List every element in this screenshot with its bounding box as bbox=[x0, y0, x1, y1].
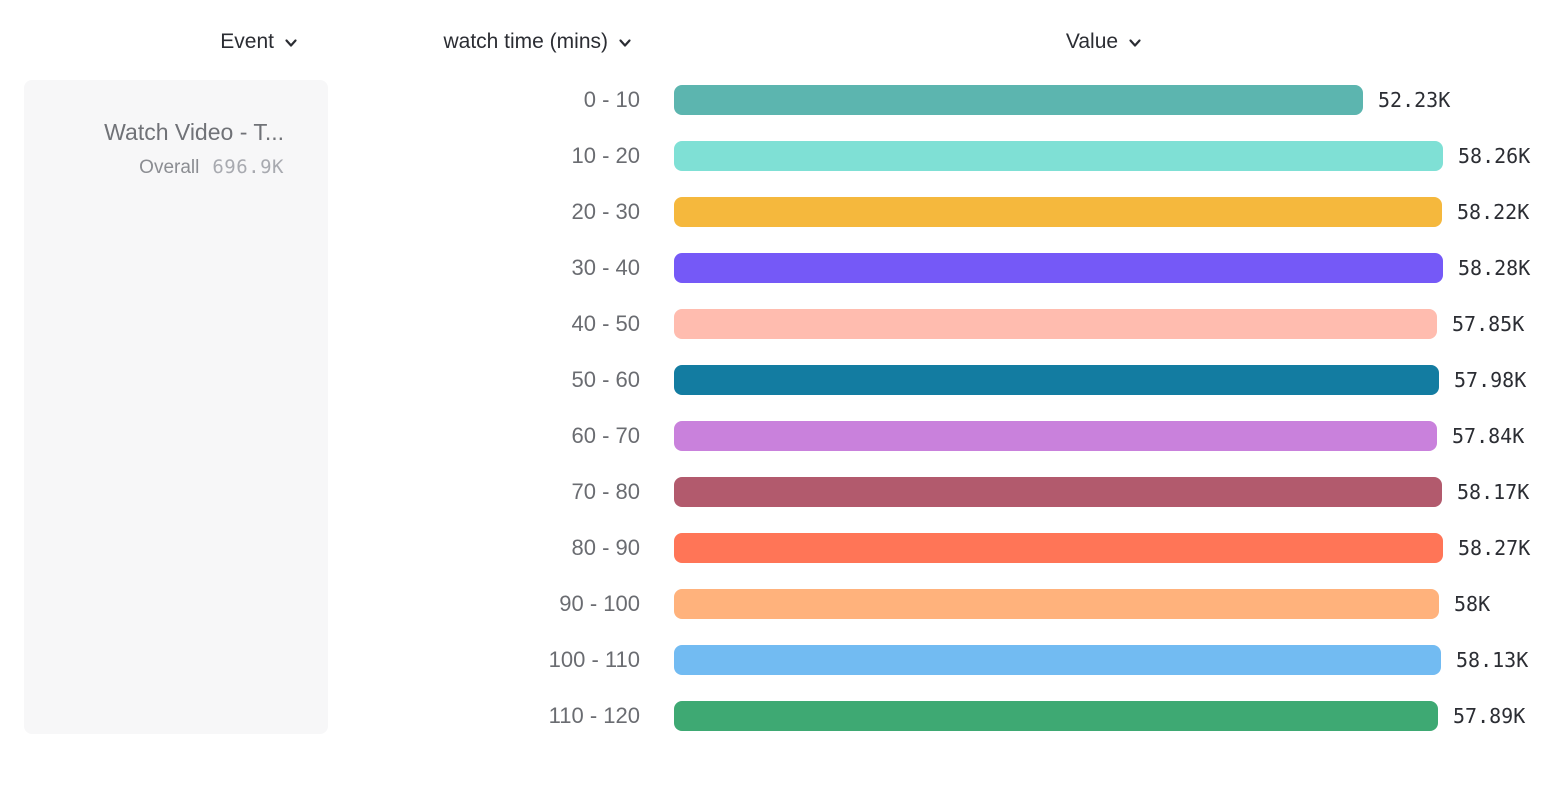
bucket-label: 60 - 70 bbox=[571, 423, 641, 448]
overall-value: 696.9K bbox=[212, 156, 284, 178]
bar-area: 57.98K bbox=[674, 365, 1568, 395]
bar-row: 30 - 40 58.28K bbox=[0, 240, 1568, 296]
bar-area: 58.26K bbox=[674, 141, 1568, 171]
bar-area: 57.85K bbox=[674, 309, 1568, 339]
bar-row: 60 - 70 57.84K bbox=[0, 408, 1568, 464]
bar-row: 20 - 30 58.22K bbox=[0, 184, 1568, 240]
bar-value-label: 58.28K bbox=[1458, 256, 1531, 280]
bar-row: 40 - 50 57.85K bbox=[0, 296, 1568, 352]
bar-row: 110 - 120 57.89K bbox=[0, 688, 1568, 744]
bar-segment[interactable] bbox=[674, 365, 1439, 395]
bar-value-label: 57.98K bbox=[1454, 368, 1527, 392]
chevron-down-icon bbox=[1129, 39, 1141, 47]
bar-chart: 0 - 10 52.23K 10 - 20 58.26K 20 - 30 58.… bbox=[0, 72, 1568, 744]
bucket-label: 110 - 120 bbox=[548, 703, 640, 728]
bucket-label: 100 - 110 bbox=[548, 647, 640, 672]
bar-value-label: 57.84K bbox=[1452, 424, 1525, 448]
bucket-label: 90 - 100 bbox=[559, 591, 640, 616]
bar-row: 10 - 20 58.26K bbox=[0, 128, 1568, 184]
bar-area: 58K bbox=[674, 589, 1568, 619]
bar-area: 52.23K bbox=[674, 85, 1568, 115]
bucket-label: 40 - 50 bbox=[571, 311, 641, 336]
event-title: Watch Video - T... bbox=[104, 119, 284, 145]
bar-area: 58.27K bbox=[674, 533, 1568, 563]
bar-area: 58.28K bbox=[674, 253, 1568, 283]
bucket-label: 30 - 40 bbox=[571, 255, 641, 280]
bar-row: 0 - 10 52.23K bbox=[0, 72, 1568, 128]
bar-area: 58.13K bbox=[674, 645, 1568, 675]
column-header-breakdown-label: watch time (mins) bbox=[443, 30, 608, 53]
column-header-event[interactable]: Event bbox=[0, 27, 298, 57]
overall-label: Overall bbox=[139, 157, 200, 178]
bar-value-label: 57.89K bbox=[1453, 704, 1526, 728]
bar-segment[interactable] bbox=[674, 645, 1441, 675]
column-header-value-label: Value bbox=[1065, 30, 1119, 53]
column-header-event-label: Event bbox=[220, 30, 274, 53]
event-card[interactable]: Watch Video - T... Overall 696.9K bbox=[24, 80, 328, 734]
bar-area: 57.84K bbox=[674, 421, 1568, 451]
bucket-label: 10 - 20 bbox=[571, 143, 641, 168]
bucket-label: 50 - 60 bbox=[571, 367, 641, 392]
bar-segment[interactable] bbox=[674, 589, 1439, 619]
bar-value-label: 58.27K bbox=[1458, 536, 1531, 560]
bar-segment[interactable] bbox=[674, 477, 1442, 507]
bar-row: 100 - 110 58.13K bbox=[0, 632, 1568, 688]
bar-value-label: 58.22K bbox=[1457, 200, 1530, 224]
chevron-down-icon bbox=[619, 39, 631, 47]
bar-segment[interactable] bbox=[674, 533, 1443, 563]
bar-value-label: 58K bbox=[1454, 592, 1491, 616]
bar-segment[interactable] bbox=[674, 253, 1443, 283]
bar-value-label: 58.13K bbox=[1456, 648, 1529, 672]
bar-segment[interactable] bbox=[674, 309, 1437, 339]
event-overall-row: Overall 696.9K bbox=[40, 156, 284, 179]
column-header-breakdown[interactable]: watch time (mins) bbox=[340, 27, 632, 57]
bar-area: 58.17K bbox=[674, 477, 1568, 507]
bar-value-label: 57.85K bbox=[1452, 312, 1525, 336]
bucket-label: 80 - 90 bbox=[571, 535, 641, 560]
bar-row: 50 - 60 57.98K bbox=[0, 352, 1568, 408]
bar-value-label: 58.17K bbox=[1457, 480, 1530, 504]
bar-segment[interactable] bbox=[674, 85, 1363, 115]
bar-value-label: 58.26K bbox=[1458, 144, 1531, 168]
bar-area: 57.89K bbox=[674, 701, 1568, 731]
bucket-label: 70 - 80 bbox=[571, 479, 641, 504]
bucket-label: 20 - 30 bbox=[571, 199, 641, 224]
bar-row: 90 - 100 58K bbox=[0, 576, 1568, 632]
bar-value-label: 52.23K bbox=[1378, 88, 1451, 112]
bar-segment[interactable] bbox=[674, 197, 1442, 227]
bucket-label: 0 - 10 bbox=[583, 87, 640, 112]
bar-segment[interactable] bbox=[674, 421, 1437, 451]
bar-row: 80 - 90 58.27K bbox=[0, 520, 1568, 576]
bar-segment[interactable] bbox=[674, 701, 1438, 731]
chevron-down-icon bbox=[285, 39, 297, 47]
bar-row: 70 - 80 58.17K bbox=[0, 464, 1568, 520]
bar-segment[interactable] bbox=[674, 141, 1443, 171]
bar-area: 58.22K bbox=[674, 197, 1568, 227]
column-header-value[interactable]: Value bbox=[674, 27, 1534, 57]
